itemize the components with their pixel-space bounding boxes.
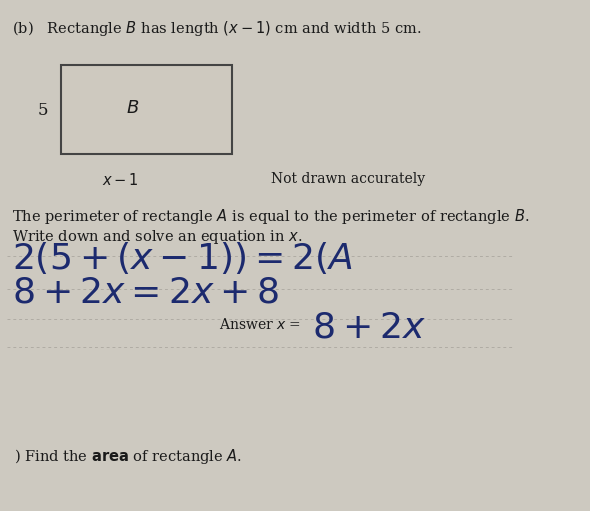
Text: ) Find the $\bf{area}$ of rectangle $A$.: ) Find the $\bf{area}$ of rectangle $A$.: [14, 448, 242, 467]
Text: 5: 5: [38, 102, 48, 119]
Text: Write down and solve an equation in $x$.: Write down and solve an equation in $x$.: [12, 227, 302, 246]
Text: $B$: $B$: [126, 99, 139, 117]
Text: The perimeter of rectangle $A$ is equal to the perimeter of rectangle $B$.: The perimeter of rectangle $A$ is equal …: [12, 207, 529, 226]
Bar: [61, 65, 232, 154]
Text: $2(5+(x-1))=2(A$: $2(5+(x-1))=2(A$: [12, 240, 353, 276]
Text: (b)   Rectangle $B$ has length $(x - 1)$ cm and width 5 cm.: (b) Rectangle $B$ has length $(x - 1)$ c…: [12, 19, 421, 38]
Text: $8+2x=2x+8$: $8+2x=2x+8$: [12, 275, 279, 309]
Text: $8+2x$: $8+2x$: [312, 311, 426, 344]
Text: Not drawn accurately: Not drawn accurately: [271, 172, 425, 185]
Text: $x-1$: $x-1$: [102, 172, 139, 188]
Text: Answer $x$ =: Answer $x$ =: [219, 317, 301, 332]
